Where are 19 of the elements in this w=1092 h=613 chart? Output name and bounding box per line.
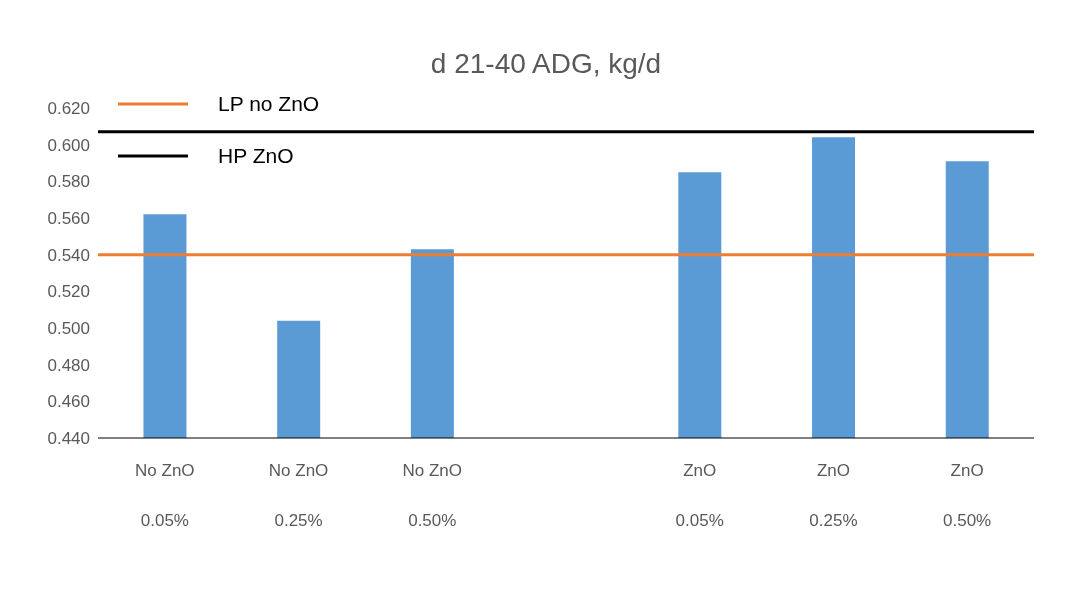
y-tick-label: 0.500 [47, 319, 90, 339]
category-label: No ZnO 0.25% [268, 461, 329, 530]
y-tick-label: 0.480 [47, 355, 90, 375]
y-tick-label: 0.620 [47, 99, 90, 119]
legend-label: LP no ZnO [218, 92, 320, 116]
y-tick-label: 0.440 [47, 429, 90, 449]
y-tick-label: 0.520 [47, 282, 90, 302]
y-tick-label: 0.600 [47, 135, 90, 155]
category-label: ZnO 0.25% [809, 461, 858, 530]
y-tick-label: 0.540 [47, 245, 90, 265]
category-label: ZnO 0.50% [943, 461, 992, 530]
category-label: No ZnO 0.50% [402, 461, 463, 530]
chart-title: d 21-40 ADG, kg/d [429, 48, 663, 80]
y-tick-label: 0.580 [47, 172, 90, 192]
category-label: ZnO 0.05% [675, 461, 724, 530]
category-label: No ZnO 0.05% [135, 461, 195, 530]
y-tick-label: 0.460 [47, 392, 90, 412]
legend-label: HP ZnO [218, 144, 294, 168]
y-tick-label: 0.560 [47, 209, 90, 229]
